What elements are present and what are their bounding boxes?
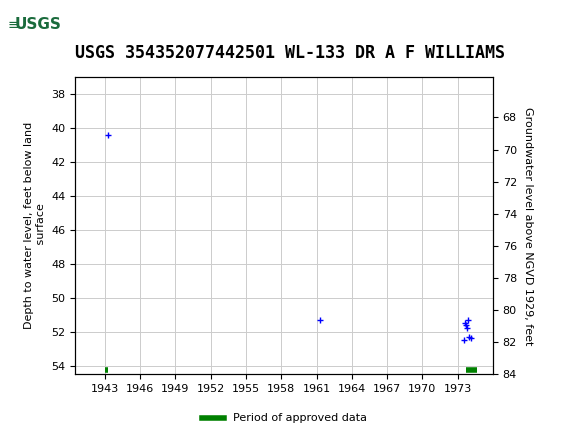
Text: USGS: USGS bbox=[14, 17, 61, 32]
FancyBboxPatch shape bbox=[6, 8, 75, 44]
Text: ≡: ≡ bbox=[8, 18, 19, 32]
Text: USGS 354352077442501 WL-133 DR A F WILLIAMS: USGS 354352077442501 WL-133 DR A F WILLI… bbox=[75, 44, 505, 62]
Y-axis label: Depth to water level, feet below land
 surface: Depth to water level, feet below land su… bbox=[24, 122, 46, 329]
Legend: Period of approved data: Period of approved data bbox=[197, 409, 371, 428]
Y-axis label: Groundwater level above NGVD 1929, feet: Groundwater level above NGVD 1929, feet bbox=[523, 107, 532, 345]
